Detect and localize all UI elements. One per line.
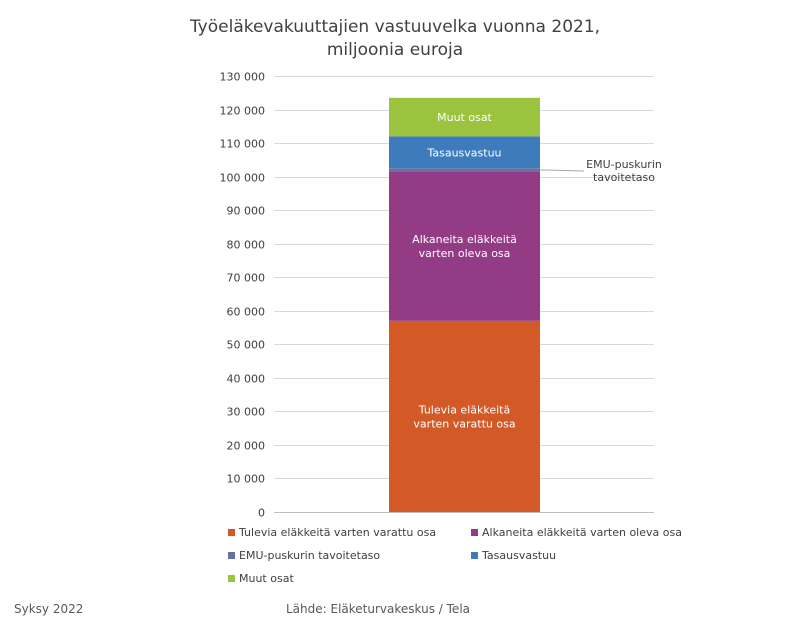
legend-label: EMU-puskurin tavoitetaso — [239, 549, 381, 562]
legend-item: Tulevia eläkkeitä varten varattu osa — [228, 526, 436, 539]
annotation-label: EMU-puskurin — [586, 158, 662, 171]
bar-label: Alkaneita eläkkeitä — [412, 233, 517, 246]
bar-label: Tulevia eläkkeitä — [418, 403, 510, 416]
y-tick-label: 40 000 — [227, 373, 266, 386]
bar-segment-tulevia-el-kkeit-varten-varattu-osa — [389, 320, 540, 512]
y-tick-label: 10 000 — [227, 473, 266, 486]
legend-label: Muut osat — [239, 572, 294, 585]
bar-stack — [389, 97, 540, 512]
legend-item: EMU-puskurin tavoitetaso — [228, 549, 380, 562]
bar-label: Muut osat — [437, 111, 492, 124]
legend-swatch — [471, 552, 478, 559]
y-tick-label: 130 000 — [220, 71, 266, 84]
legend-label: Alkaneita eläkkeitä varten oleva osa — [482, 526, 682, 539]
legend-label: Tulevia eläkkeitä varten varattu osa — [239, 526, 437, 539]
bar-segment-emu-puskurin-tavoitetaso — [389, 168, 540, 172]
legend-swatch — [228, 552, 235, 559]
bar-label: varten varattu osa — [413, 417, 515, 430]
y-tick-label: 120 000 — [220, 105, 266, 118]
legend-swatch — [228, 529, 235, 536]
legend-label: Tasausvastuu — [482, 549, 557, 562]
y-tick-label: 100 000 — [220, 172, 266, 185]
chart-title: Työeläkevakuuttajien vastuuvelka vuonna … — [0, 16, 790, 62]
footer-source: Lähde: Eläketurvakeskus / Tela — [286, 602, 471, 616]
legend-item: Muut osat — [228, 572, 294, 585]
chart-title-line-2: miljoonia euroja — [326, 40, 464, 60]
y-tick-label: 60 000 — [227, 306, 266, 319]
y-tick-label: 110 000 — [220, 138, 266, 151]
bar-segment-tasausvastuu — [389, 136, 540, 169]
y-tick-label: 50 000 — [227, 339, 266, 352]
y-tick-label: 0 — [258, 507, 265, 520]
y-tick-label: 90 000 — [227, 205, 266, 218]
bar-label: varten oleva osa — [419, 247, 511, 260]
legend-item: Alkaneita eläkkeitä varten oleva osa — [471, 526, 682, 539]
legend-swatch — [228, 575, 235, 582]
footer-season: Syksy 2022 — [14, 602, 84, 616]
y-tick-label: 80 000 — [227, 239, 266, 252]
y-tick-label: 20 000 — [227, 440, 266, 453]
y-axis-tick-labels: 0 10 000 20 000 30 000 40 000 50 000 60 000 70 … — [220, 71, 266, 520]
bar-label: Tasausvastuu — [426, 146, 501, 159]
y-tick-label: 30 000 — [227, 406, 266, 419]
legend-swatch — [471, 529, 478, 536]
bar-segment-muut-osat — [389, 97, 540, 137]
bar-segment-alkaneita-el-kkeit-varten-oleva-osa — [389, 171, 540, 321]
annotation-label: tavoitetaso — [593, 171, 655, 184]
y-tick-label: 70 000 — [227, 272, 266, 285]
legend-item: Tasausvastuu — [471, 549, 556, 562]
chart-title-line-1: Työeläkevakuuttajien vastuuvelka vuonna … — [189, 17, 601, 37]
annotation-leader-line — [539, 169, 585, 172]
